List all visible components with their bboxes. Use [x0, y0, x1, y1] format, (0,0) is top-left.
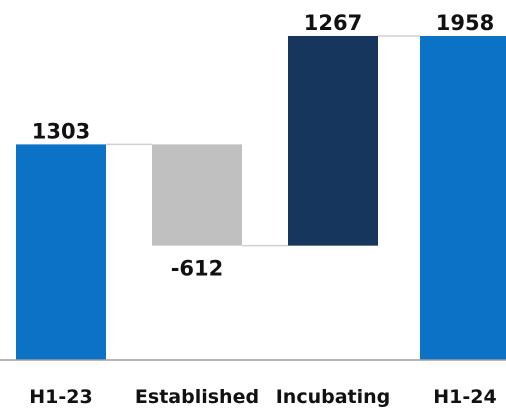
bar-incubating [288, 36, 378, 246]
value-label: 1267 [304, 11, 362, 35]
value-label: 1303 [32, 119, 90, 143]
category-label: H1-23 [29, 386, 92, 408]
bar-h1-24 [420, 36, 506, 360]
category-labels: H1-23 Established Incubating H1-24 [29, 386, 496, 408]
category-label: H1-24 [433, 386, 496, 408]
bar-established [152, 144, 242, 246]
category-label: Established [135, 386, 259, 408]
value-label: -612 [171, 257, 224, 281]
value-labels: 1303 -612 1267 1958 [32, 11, 494, 281]
connector-lines [106, 35, 420, 247]
value-label: 1958 [436, 11, 494, 35]
bar-h1-23 [16, 144, 106, 360]
bars-group [16, 36, 506, 360]
category-label: Incubating [276, 386, 391, 408]
